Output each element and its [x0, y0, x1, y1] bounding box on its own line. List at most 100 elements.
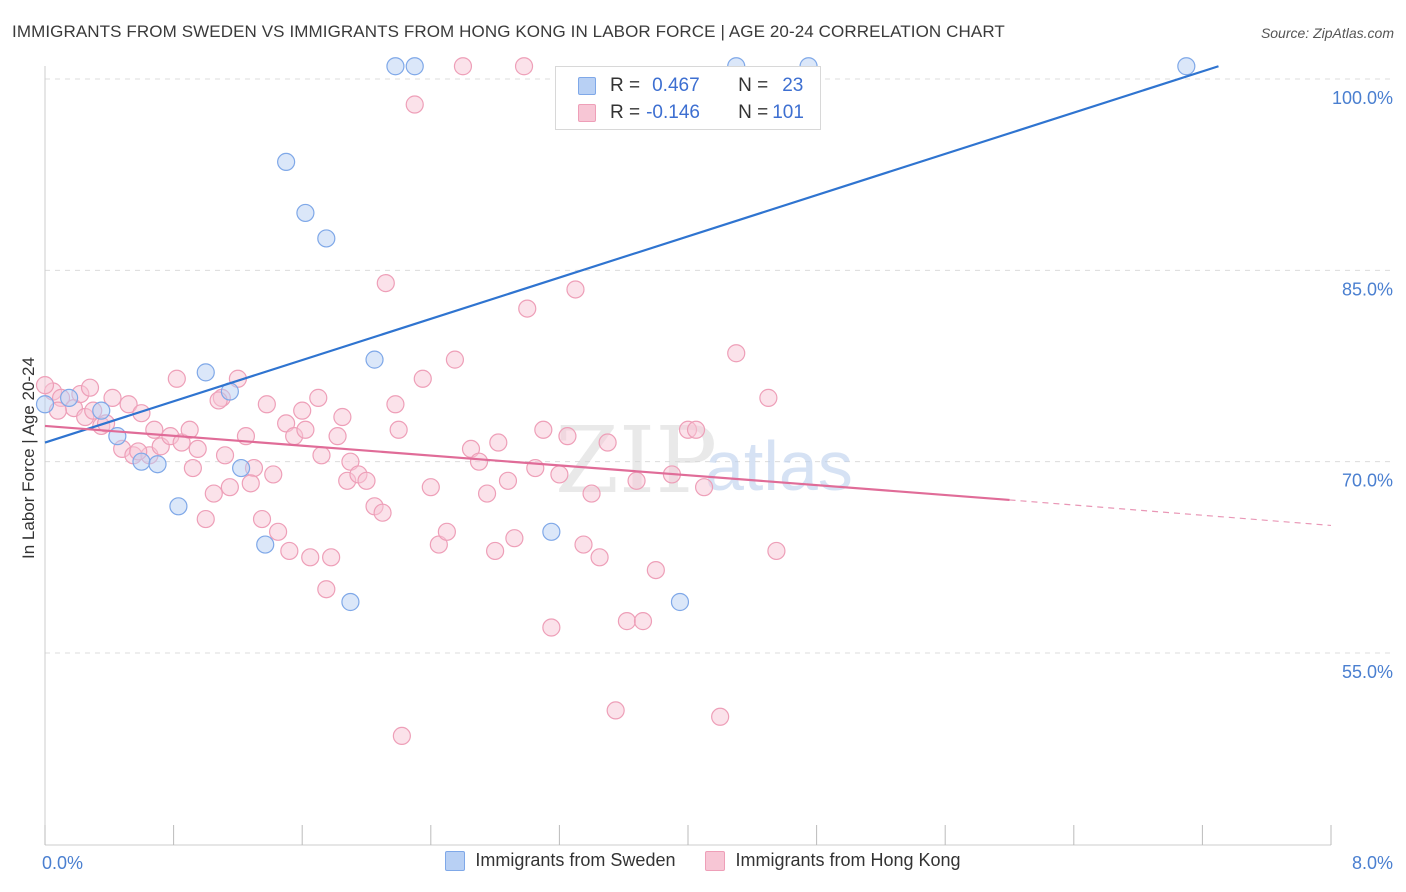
sweden-point — [405, 57, 424, 76]
hongkong-point — [437, 522, 456, 541]
hongkong-point — [542, 618, 561, 637]
hongkong-point — [498, 471, 518, 490]
hongkong-point — [183, 458, 202, 478]
sweden-point — [132, 452, 151, 471]
stats-row-hongkong: R = -0.146 N = 101 — [578, 100, 804, 126]
hongkong-point — [574, 535, 593, 554]
y-tick-label: 100.0% — [1332, 88, 1393, 108]
hongkong-point — [566, 280, 585, 299]
sweden-point — [277, 152, 296, 172]
sweden-r-value: 0.467 — [652, 75, 700, 96]
sweden-point — [542, 522, 561, 541]
hongkong-n-value: 101 — [772, 102, 804, 123]
hongkong-point — [505, 529, 524, 548]
legend-hongkong-swatch — [705, 850, 726, 871]
hongkong-point — [309, 388, 328, 407]
legend-sweden-swatch — [445, 850, 466, 871]
hongkong-point — [264, 465, 283, 484]
source-label: Source: ZipAtlas.com — [1260, 25, 1394, 41]
hongkong-point — [711, 707, 730, 726]
hongkong-point — [317, 580, 336, 599]
hongkong-point — [633, 612, 653, 631]
hongkong-r-value: -0.146 — [646, 102, 700, 123]
hongkong-point — [646, 560, 665, 580]
sweden-n-label: N = — [738, 75, 769, 96]
hongkong-point — [686, 420, 706, 439]
y-tick-label: 85.0% — [1342, 279, 1393, 299]
hongkong-point — [241, 474, 260, 493]
hongkong-swatch — [578, 104, 596, 122]
sweden-point — [1177, 57, 1196, 76]
legend: Immigrants from Sweden Immigrants from H… — [0, 850, 1406, 871]
hongkong-point — [301, 548, 320, 567]
hongkong-point — [268, 522, 288, 541]
hongkong-point — [514, 57, 534, 76]
hongkong-point — [727, 344, 746, 363]
hongkong-point — [373, 503, 392, 522]
hongkong-point — [518, 299, 537, 318]
hongkong-point — [312, 446, 331, 465]
hongkong-point — [413, 369, 432, 388]
hongkong-point — [180, 420, 199, 439]
sweden-n-value: 23 — [782, 75, 804, 96]
hongkong-point — [357, 471, 376, 490]
x-tick-label: 0.0% — [42, 853, 83, 873]
x-tick-label: 8.0% — [1352, 853, 1393, 873]
hongkong-point — [445, 350, 465, 369]
hongkong-n-label: N = — [738, 102, 769, 123]
hongkong-point — [280, 541, 299, 561]
hongkong-point — [204, 484, 223, 503]
hongkong-trend-extension — [1009, 499, 1332, 527]
sweden-point — [60, 388, 79, 407]
sweden-points — [35, 57, 1196, 612]
grid-layer — [45, 78, 1392, 654]
hongkong-point — [767, 541, 786, 561]
hongkong-point — [333, 407, 352, 427]
hongkong-point — [558, 427, 577, 446]
hongkong-point — [759, 388, 778, 407]
hongkong-point — [119, 395, 138, 414]
hongkong-point — [386, 395, 405, 414]
hongkong-point — [405, 95, 424, 114]
hongkong-point — [196, 509, 215, 529]
chart-title: IMMIGRANTS FROM SWEDEN VS IMMIGRANTS FRO… — [12, 22, 1005, 41]
hongkong-point — [392, 726, 411, 746]
legend-item-hongkong[interactable]: Immigrants from Hong Kong — [705, 850, 961, 871]
hongkong-point — [598, 433, 617, 452]
hongkong-point — [167, 369, 186, 388]
hongkong-point — [220, 478, 239, 497]
y-axis-label: In Labor Force | Age 20-24 — [19, 357, 38, 559]
watermark: ZIP atlas — [555, 407, 853, 514]
hongkong-point — [489, 433, 508, 452]
sweden-point — [317, 229, 336, 248]
axes-layer — [44, 66, 1332, 846]
hongkong-point — [606, 701, 625, 720]
sweden-point — [341, 592, 360, 612]
sweden-point — [256, 535, 275, 554]
hongkong-point — [627, 471, 646, 490]
hongkong-point — [103, 388, 122, 407]
sweden-point — [386, 57, 405, 76]
stats-box: R = 0.467 N = 23 R = -0.146 N = 101 — [555, 66, 821, 130]
hongkong-point — [328, 427, 347, 446]
sweden-point — [365, 350, 384, 369]
sweden-point — [296, 203, 315, 223]
hongkong-point — [322, 548, 341, 567]
hongkong-point — [694, 478, 714, 497]
hongkong-point — [376, 273, 395, 293]
sweden-r-label: R = — [610, 75, 641, 96]
hongkong-point — [257, 395, 276, 414]
legend-sweden-label: Immigrants from Sweden — [475, 850, 676, 870]
hongkong-point — [35, 376, 55, 395]
hongkong-point — [252, 509, 272, 529]
sweden-point — [169, 497, 188, 516]
legend-item-sweden[interactable]: Immigrants from Sweden — [445, 850, 675, 871]
hongkong-r-label: R = — [610, 102, 641, 123]
sweden-point — [196, 363, 215, 382]
y-tick-label: 70.0% — [1342, 471, 1393, 491]
hongkong-point — [486, 541, 505, 561]
trend-lines — [44, 65, 1332, 527]
hongkong-point — [293, 401, 312, 420]
sweden-point — [670, 592, 690, 612]
